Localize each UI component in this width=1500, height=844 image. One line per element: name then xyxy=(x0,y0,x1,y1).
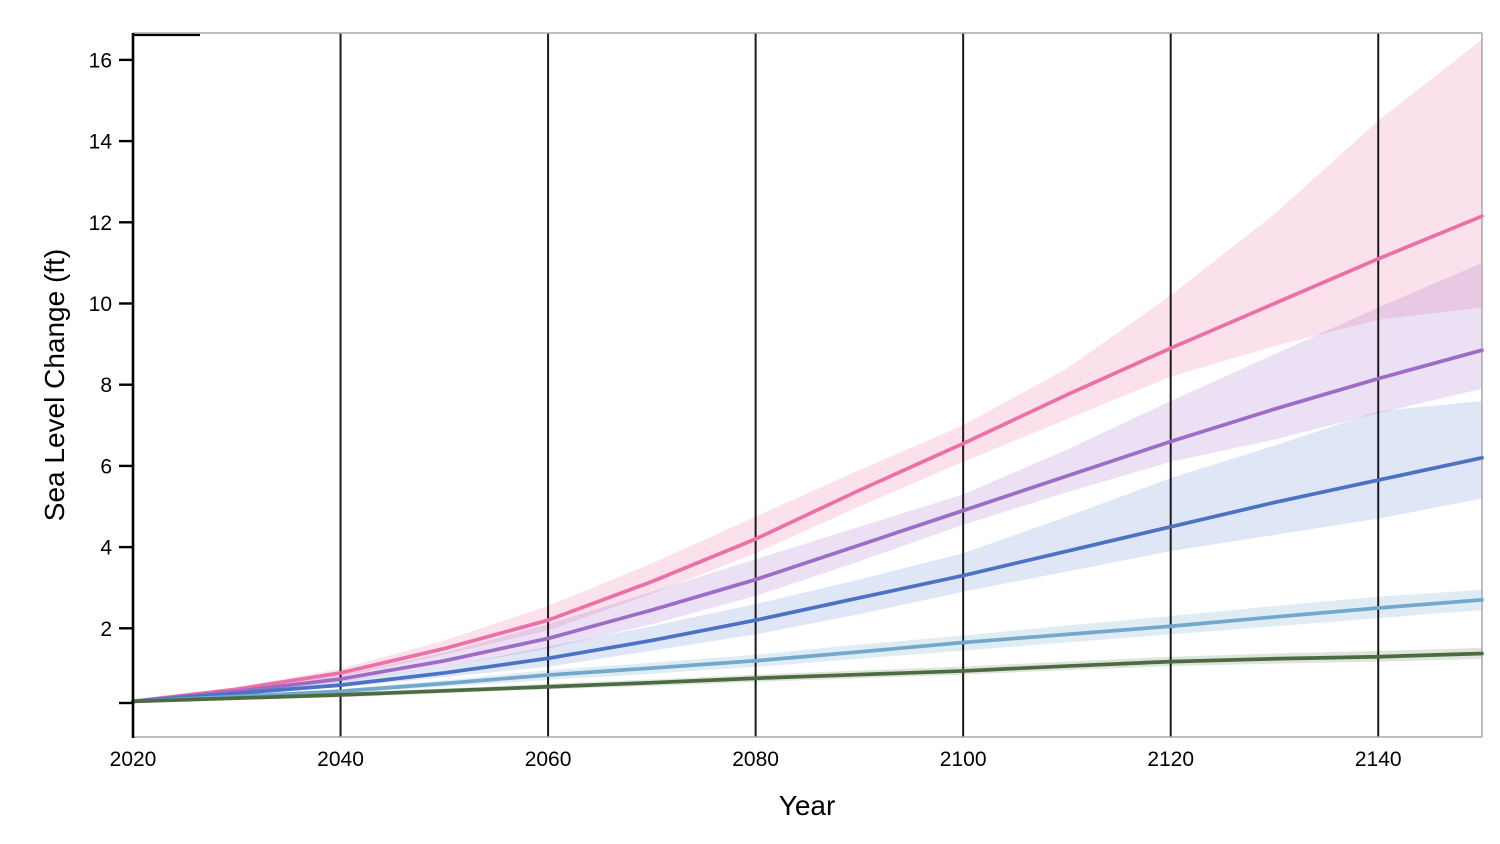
x-tick-label-2120: 2120 xyxy=(1147,748,1194,771)
y-tick-label-16: 16 xyxy=(89,49,112,72)
x-tick-label-2080: 2080 xyxy=(732,748,779,771)
y-tick-label-10: 10 xyxy=(89,293,112,316)
y-tick-label-4: 4 xyxy=(100,537,112,560)
x-tick-label-2140: 2140 xyxy=(1355,748,1402,771)
x-tick-label-2060: 2060 xyxy=(525,748,572,771)
y-tick-label-8: 8 xyxy=(100,374,112,397)
scenario-line-pink xyxy=(131,214,1484,704)
scenario-line-light-blue xyxy=(131,598,1484,704)
x-tick-label-2100: 2100 xyxy=(940,748,987,771)
uncertainty-band-light-blue xyxy=(133,589,1482,702)
uncertainty-band-blue xyxy=(133,400,1482,702)
y-tick-label-2: 2 xyxy=(100,618,112,641)
scenario-line-blue xyxy=(131,455,1484,704)
scenario-line-green xyxy=(131,651,1484,704)
y-tick-label-14: 14 xyxy=(89,131,113,154)
x-axis-title: Year xyxy=(778,790,836,821)
y-tick-label-12: 12 xyxy=(89,212,112,235)
y-tick-label-6: 6 xyxy=(100,455,112,478)
scenario-line-purple xyxy=(131,348,1484,704)
x-tick-label-2020: 2020 xyxy=(110,748,157,771)
y-axis-title: Sea Level Change (ft) xyxy=(39,248,70,522)
x-tick-label-2040: 2040 xyxy=(317,748,364,771)
